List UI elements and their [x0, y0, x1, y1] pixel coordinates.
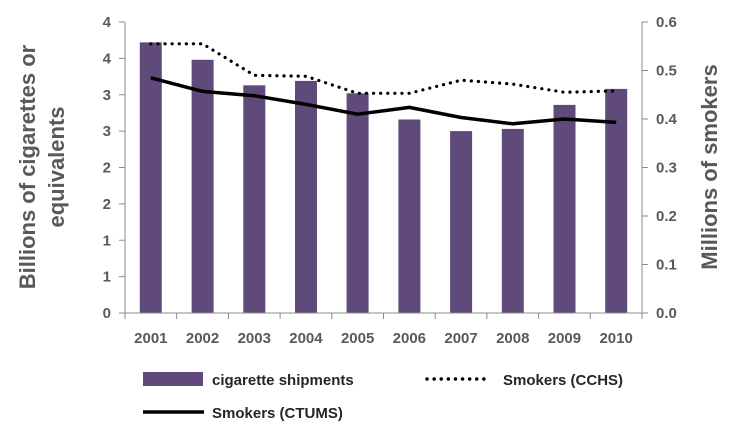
y2-axis-title: Millions of smokers [697, 64, 722, 269]
left-tick-label: 4 [103, 14, 112, 31]
legend-label: Smokers (CCHS) [503, 372, 623, 389]
left-tick-label: 3 [103, 123, 111, 140]
y-axis-title-line: Billions of cigarettes or [15, 44, 40, 289]
right-tick-label: 0.2 [656, 208, 677, 225]
line-series [149, 42, 618, 126]
bar-2005 [346, 93, 369, 313]
bar-2006 [398, 119, 421, 313]
x-tick-label: 2003 [238, 330, 271, 347]
line-smokers-cchs [149, 42, 618, 95]
right-tick-label: 0.3 [656, 160, 677, 177]
right-tick-label: 0.0 [656, 305, 677, 322]
tick-labels: 0 1 1 2 2 3 3 4 4 0.0 0.1 0.2 0.3 0.4 0.5 0.6 2001 2002 20… [103, 14, 678, 347]
bar-2004 [295, 80, 317, 314]
axes [119, 21, 648, 319]
left-tick-label: 2 [103, 196, 111, 213]
right-tick-label: 0.5 [656, 63, 677, 80]
bar-2008 [501, 128, 524, 313]
x-tick-label: 2005 [341, 330, 374, 347]
y-axis-title-line: equivalents [44, 106, 69, 227]
x-tick-label: 2007 [444, 330, 477, 347]
x-tick-label: 2001 [134, 330, 167, 347]
left-tick-label: 2 [103, 160, 111, 177]
right-tick-label: 0.4 [656, 111, 678, 128]
bar-2007 [450, 131, 473, 313]
legend-label: cigarette shipments [212, 372, 354, 389]
axis-titles: Billions of cigarettes or equivalents Mill… [15, 44, 722, 289]
left-tick-label: 3 [103, 87, 111, 104]
left-tick-label: 1 [103, 269, 111, 286]
left-tick-label: 1 [103, 232, 111, 249]
line-smokers-ctums [150, 76, 617, 126]
x-tick-label: 2009 [548, 330, 581, 347]
bar-2009 [553, 104, 576, 314]
x-tick-label: 2002 [186, 330, 219, 347]
right-tick-label: 0.1 [656, 257, 677, 274]
legend-swatch-bar [143, 372, 203, 386]
x-tick-label: 2010 [599, 330, 632, 347]
legend-label: Smokers (CTUMS) [212, 405, 343, 422]
x-tick-label: 2004 [289, 330, 323, 347]
y-axis-title: Billions of cigarettes or equivalents [15, 44, 69, 289]
bar-2002 [191, 59, 214, 313]
bar-2010 [605, 88, 628, 314]
legend: cigarette shipments Smokers (CCHS) Smokers… [143, 372, 623, 422]
bar-2003 [243, 85, 266, 313]
x-tick-label: 2008 [496, 330, 529, 347]
bar-series-cigarette-shipments [139, 42, 628, 314]
x-tick-label: 2006 [393, 330, 426, 347]
left-tick-label: 4 [103, 50, 112, 67]
bar-2001 [139, 42, 162, 314]
right-tick-label: 0.6 [656, 14, 677, 31]
left-tick-label: 0 [103, 305, 111, 322]
